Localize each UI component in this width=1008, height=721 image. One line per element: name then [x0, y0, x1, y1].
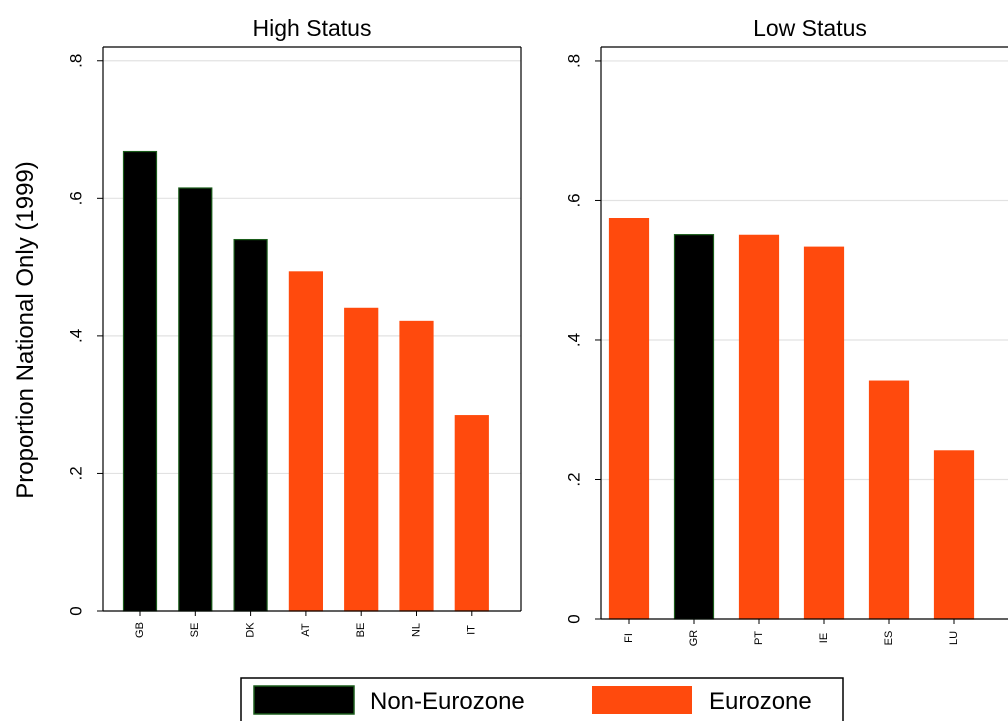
legend-label-eurozone: Eurozone — [709, 688, 812, 715]
x-tick-label-dk: DK — [245, 622, 257, 638]
y-tick-label: .6 — [66, 191, 85, 205]
y-tick-label: .4 — [564, 333, 583, 347]
panel-low-status: Low Status 0 .2 .4 .6 .8 FI GR PT IE ES LU — [564, 15, 1008, 646]
bar-gr — [673, 234, 715, 620]
x-tick-label-fi: FI — [623, 633, 635, 643]
x-tick-label-pt: PT — [753, 631, 765, 645]
y-tick-label: 0 — [66, 606, 85, 615]
x-tick-label-nl: NL — [410, 623, 422, 637]
y-tick-label: .6 — [564, 193, 583, 207]
legend-swatch-eurozone — [592, 686, 692, 714]
x-tick-label-gb: GB — [134, 622, 146, 638]
bar-gb — [122, 150, 158, 612]
x-tick-label-ie: IE — [818, 633, 830, 643]
x-tick-label-at: AT — [300, 623, 312, 637]
panel-title-high-status: High Status — [253, 15, 372, 41]
bar-se — [178, 187, 213, 612]
x-tick-label-es: ES — [883, 631, 895, 646]
bar-be — [344, 307, 379, 612]
legend-swatch-non-eurozone — [253, 685, 355, 715]
y-axis-title: Proportion National Only (1999) — [12, 161, 39, 499]
y-tick-label: .8 — [564, 54, 583, 68]
x-tick-label-se: SE — [189, 623, 201, 638]
x-tick-label-it: IT — [466, 625, 478, 635]
y-tick-label: .4 — [66, 329, 85, 343]
x-tick-label-gr: GR — [688, 630, 700, 647]
x-tick-label-lu: LU — [948, 631, 960, 645]
panel-high-status: High Status 0 .2 .4 .6 .8 GB SE DK AT BE NL IT — [66, 15, 522, 638]
panel-title-low-status: Low Status — [753, 15, 867, 41]
bar-nl — [399, 320, 434, 612]
y-tick-label: 0 — [564, 614, 583, 623]
x-tick-label-be: BE — [355, 623, 367, 638]
legend-label-non-eurozone: Non-Eurozone — [370, 688, 525, 715]
bar-fi — [608, 218, 650, 620]
y-tick-label: .2 — [66, 466, 85, 480]
bar-it — [454, 415, 489, 612]
y-tick-label: .2 — [564, 472, 583, 486]
bar-at — [288, 271, 323, 612]
bar-pt — [738, 234, 780, 620]
bar-es — [868, 380, 910, 620]
bar-lu — [933, 450, 975, 620]
y-tick-label: .8 — [66, 54, 85, 68]
bar-dk — [233, 238, 268, 612]
bar-ie — [803, 246, 845, 620]
legend: Non-Eurozone Eurozone — [240, 677, 844, 721]
